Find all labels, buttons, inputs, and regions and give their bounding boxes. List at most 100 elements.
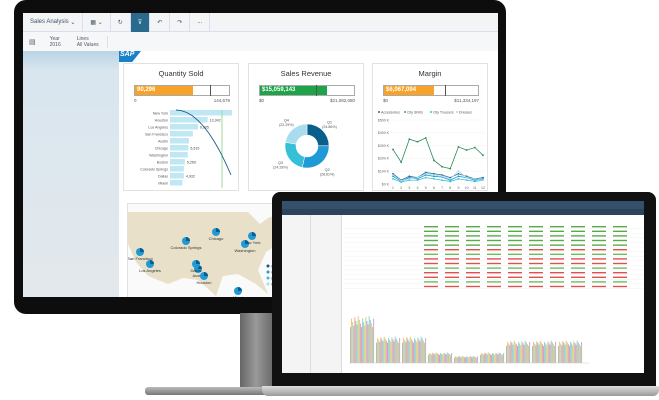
table-cell xyxy=(571,249,585,251)
bar xyxy=(170,124,198,130)
table-cell xyxy=(529,249,543,251)
redo-icon[interactable]: ↷ xyxy=(170,13,191,32)
bar xyxy=(365,317,367,363)
city-label: Dallas xyxy=(158,175,168,179)
table-cell xyxy=(487,285,501,288)
data-point xyxy=(400,181,403,183)
bar xyxy=(356,324,358,363)
table-cell xyxy=(424,253,438,255)
table-cell xyxy=(592,267,606,269)
data-point xyxy=(457,170,460,173)
more-button[interactable]: ... xyxy=(190,13,211,32)
bar xyxy=(385,340,387,363)
bar xyxy=(446,352,448,363)
legend-marker xyxy=(430,111,432,113)
data-point xyxy=(408,177,411,180)
data-point xyxy=(482,176,484,179)
filter-lines[interactable]: Lines All Values xyxy=(69,35,108,48)
bar xyxy=(410,338,412,363)
bar xyxy=(507,341,509,363)
table-cell xyxy=(424,239,438,242)
bar xyxy=(381,339,383,363)
bullet-max: 144,678 xyxy=(213,98,230,103)
table-cell xyxy=(592,258,606,260)
y-tick-label: $200 K xyxy=(378,157,390,161)
table-cell xyxy=(571,244,585,246)
x-tick-label: 10 xyxy=(465,186,469,190)
bar xyxy=(352,322,354,363)
bar xyxy=(424,342,425,363)
bar xyxy=(170,159,185,165)
filter-icon[interactable]: ⊽ xyxy=(130,13,151,32)
city-pie-slice xyxy=(216,228,220,232)
bar xyxy=(354,317,356,363)
table-cell xyxy=(550,281,564,283)
bar xyxy=(581,341,583,363)
table-cell xyxy=(424,285,438,288)
series-line xyxy=(392,172,484,181)
table-cell xyxy=(508,285,522,288)
city-label: Washington xyxy=(149,154,168,158)
filter-year[interactable]: Year 2016 xyxy=(42,36,69,48)
x-tick-label: 2 xyxy=(400,186,402,190)
filter-label: Lines xyxy=(76,35,89,42)
table-cell xyxy=(571,272,585,274)
bar xyxy=(442,354,444,363)
y-tick-label: $400 K xyxy=(378,131,390,135)
bar xyxy=(544,341,546,363)
table-cell xyxy=(550,276,564,278)
data-label: 13,342 xyxy=(210,119,221,123)
land xyxy=(128,212,278,296)
story-title-dropdown[interactable]: Sales Analysis ⌄ xyxy=(23,13,84,32)
table-cell xyxy=(571,258,585,260)
refresh-icon[interactable]: ↻ xyxy=(111,13,131,32)
view-icon[interactable]: ▦ ⌄ xyxy=(83,13,111,32)
bar xyxy=(511,343,513,363)
bar xyxy=(170,180,183,186)
margin-card[interactable]: Margin $6,067,094 $0 $11,334,197 Accesso… xyxy=(372,63,488,191)
bar xyxy=(502,354,503,363)
city-label: Dallas xyxy=(190,268,201,273)
bar xyxy=(470,356,472,363)
undo-icon[interactable]: ↶ xyxy=(150,13,171,32)
legend-label: Accessories xyxy=(381,110,400,114)
data-point xyxy=(392,177,394,180)
data-point xyxy=(465,179,468,182)
donut-slice xyxy=(285,123,308,145)
filter-label: Year xyxy=(49,35,60,42)
bar xyxy=(459,356,461,363)
bar xyxy=(484,352,486,363)
bar xyxy=(528,345,529,363)
x-tick-label: 3 xyxy=(408,186,410,190)
bar xyxy=(367,324,369,363)
table-cell xyxy=(529,272,543,274)
map-card[interactable]: Chicago New York Washington Colorado Spring… xyxy=(127,203,278,297)
trend-line xyxy=(175,109,232,176)
bar xyxy=(518,341,520,363)
table-cell xyxy=(613,226,627,228)
bar xyxy=(573,341,575,363)
bar xyxy=(411,340,413,363)
table-cell xyxy=(613,262,627,265)
bar xyxy=(570,341,572,363)
slice-percent: (24.86%) xyxy=(322,125,337,129)
bullet-min: 0 xyxy=(134,98,137,103)
legend-marker xyxy=(404,111,406,113)
table-cell xyxy=(508,281,522,283)
quantity-sold-card[interactable]: Quantity Sold 90,296 0 144,678 New York H… xyxy=(123,63,239,191)
data-point xyxy=(424,137,427,139)
slice-label: Q1 xyxy=(327,120,332,124)
table-cell xyxy=(508,272,522,274)
bar xyxy=(474,357,476,363)
table-cell xyxy=(550,230,564,232)
table-cell xyxy=(487,244,501,246)
table-cell xyxy=(466,253,480,255)
bar xyxy=(469,356,471,363)
sales-revenue-card[interactable]: Sales Revenue $15,059,143 $0 $21,082,080… xyxy=(248,63,364,191)
bar xyxy=(521,341,523,363)
bar xyxy=(454,357,455,363)
bar xyxy=(419,341,421,363)
table-cell xyxy=(529,262,543,265)
table-cell xyxy=(466,230,480,232)
table-cell xyxy=(508,262,522,265)
